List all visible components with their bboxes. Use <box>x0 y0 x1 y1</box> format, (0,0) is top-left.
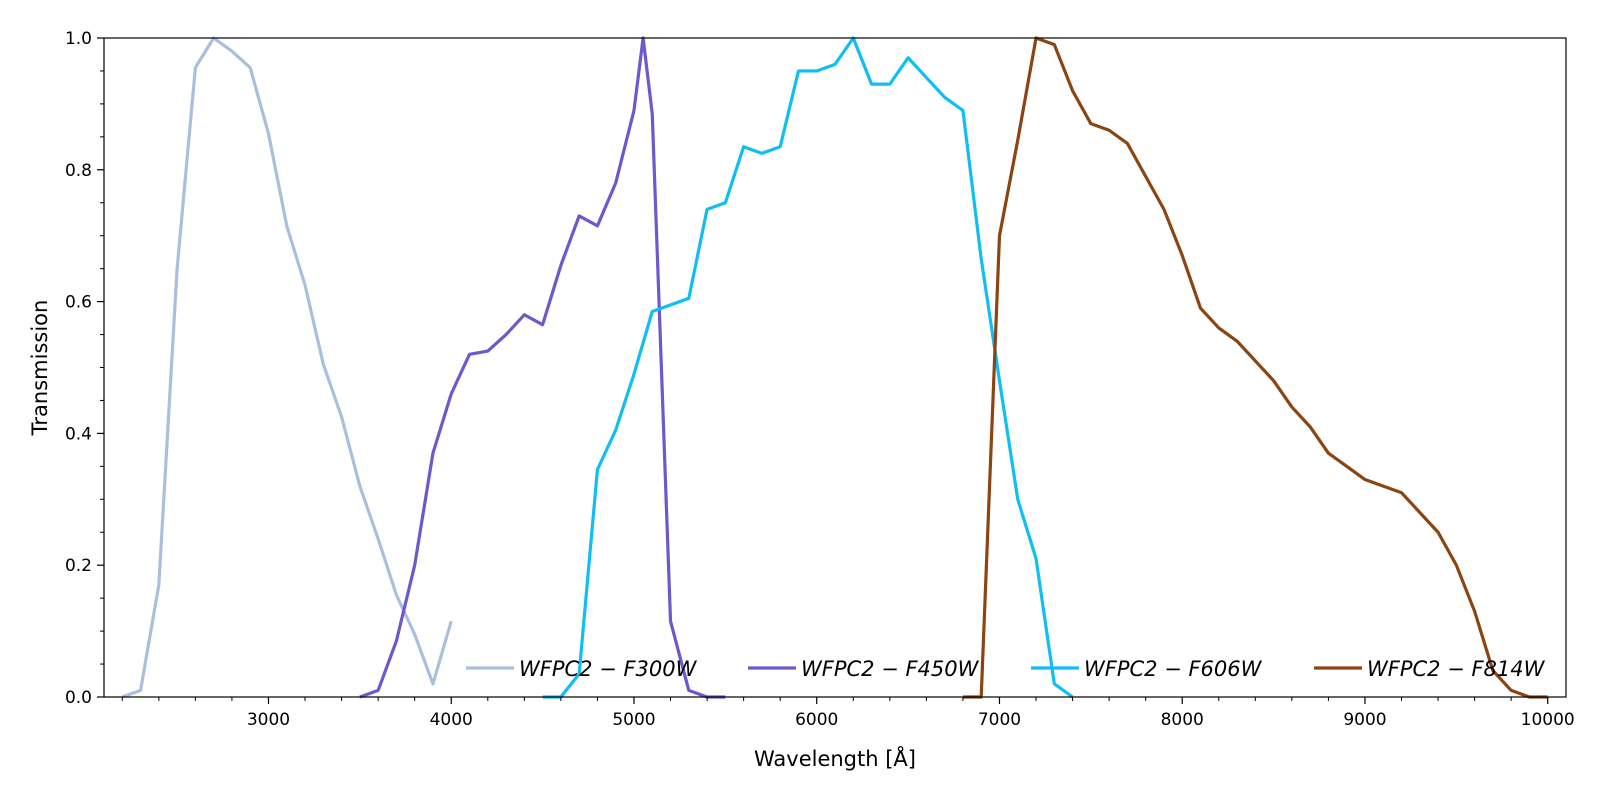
legend-label: WFPC2 − F450W <box>801 657 980 681</box>
series-line-4 <box>962 36 1548 699</box>
series-layer <box>121 36 1548 699</box>
series-line-3 <box>542 36 1074 699</box>
y-tick-label: 1.0 <box>65 29 92 49</box>
series-line-2 <box>359 36 726 699</box>
legend-label: WFPC2 − F606W <box>1084 657 1263 681</box>
x-tick-label: 4000 <box>430 710 473 730</box>
y-tick-label: 0.0 <box>65 688 92 708</box>
x-tick-label: 8000 <box>1161 710 1204 730</box>
x-tick-label: 5000 <box>612 710 655 730</box>
y-tick-label: 0.2 <box>65 556 92 576</box>
x-tick-label: 6000 <box>795 710 838 730</box>
y-tick-label: 0.8 <box>65 161 92 181</box>
x-tick-label: 10000 <box>1521 710 1575 730</box>
y-axis-title: Transmission <box>28 300 52 437</box>
y-tick-label: 0.4 <box>65 424 92 444</box>
x-axis-title: Wavelength [Å] <box>754 745 916 771</box>
y-tick-label: 0.6 <box>65 293 92 313</box>
x-tick-label: 9000 <box>1343 710 1386 730</box>
legend-label: WFPC2 − F814W <box>1367 657 1546 681</box>
legend: WFPC2 − F300W WFPC2 − F450W WFPC2 − F606W W… <box>466 657 1546 681</box>
legend-item: WFPC2 − F450W <box>748 657 980 681</box>
legend-item: WFPC2 − F300W <box>466 657 698 681</box>
x-tick-label: 3000 <box>247 710 290 730</box>
series-line-1 <box>121 36 453 699</box>
legend-label: WFPC2 − F300W <box>519 657 698 681</box>
y-axis: 0.0 0.2 0.4 0.6 0.8 1.0 <box>65 29 104 708</box>
legend-item: WFPC2 − F606W <box>1031 657 1263 681</box>
x-axis: 3000 4000 5000 6000 7000 8000 9000 10000 <box>121 697 1575 730</box>
legend-item: WFPC2 − F814W <box>1314 657 1546 681</box>
x-tick-label: 7000 <box>978 710 1021 730</box>
